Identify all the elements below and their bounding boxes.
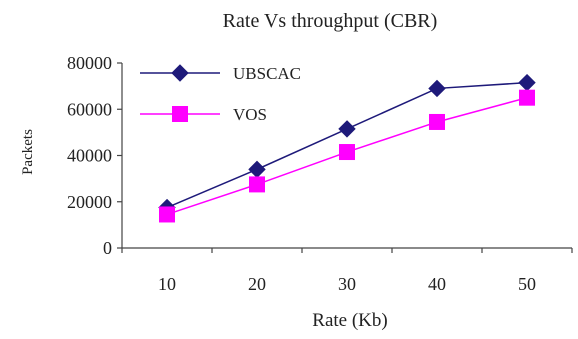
data-point-ubscac: [248, 160, 266, 179]
data-point-ubscac: [518, 73, 536, 92]
y-tick-label: 60000: [67, 99, 112, 119]
legend-label-vos: VOS: [233, 105, 267, 124]
y-tick-label: 20000: [67, 192, 112, 212]
series-ubscac: [158, 73, 536, 217]
x-tick-label: 40: [428, 274, 446, 294]
y-tick-label: 40000: [67, 146, 112, 166]
legend-marker-ubscac: [171, 64, 189, 82]
data-point-ubscac: [428, 79, 446, 98]
y-tick-label: 80000: [67, 53, 112, 73]
data-point-vos: [519, 89, 535, 106]
x-tick-label: 50: [518, 274, 536, 294]
legend-label-ubscac: UBSCAC: [233, 64, 301, 83]
legend-marker-vos: [172, 106, 188, 122]
x-tick-label: 10: [158, 274, 176, 294]
data-point-vos: [249, 176, 265, 193]
y-axis-label: Packets: [20, 129, 36, 175]
axes: 0 20000 40000 60000 80000 10 20 30 40 50: [67, 53, 573, 294]
data-point-vos: [429, 113, 445, 130]
legend: UBSCAC VOS: [140, 64, 301, 124]
x-tick-label: 20: [248, 274, 266, 294]
data-point-vos: [159, 206, 175, 223]
data-point-ubscac: [338, 120, 356, 138]
y-tick-label: 0: [103, 238, 112, 258]
series-group: [158, 73, 536, 223]
series-vos: [159, 89, 535, 223]
x-axis-label: Rate (Kb): [312, 310, 387, 331]
x-tick-label: 30: [338, 274, 356, 294]
chart-title: Rate Vs throughput (CBR): [223, 10, 438, 32]
data-point-vos: [339, 144, 355, 161]
